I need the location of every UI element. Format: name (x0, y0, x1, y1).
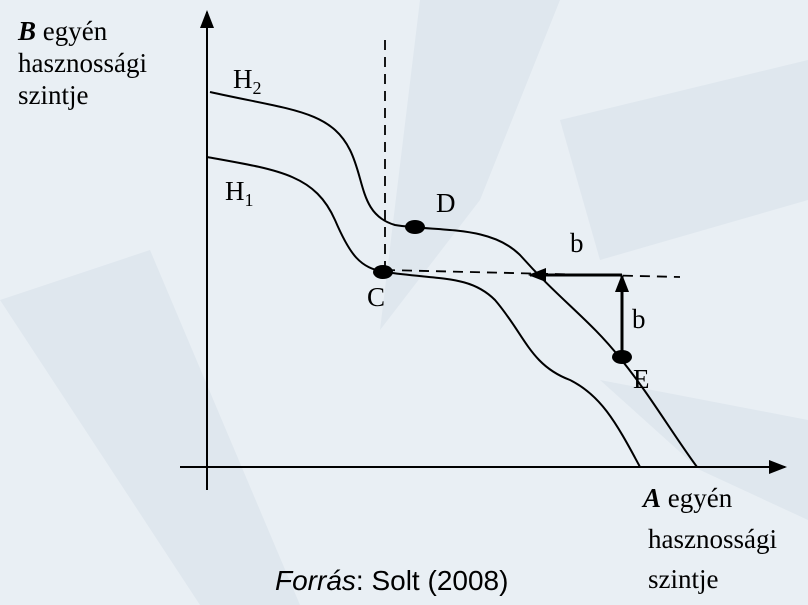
point-d (405, 220, 425, 234)
source-rest: : Solt (2008) (356, 565, 509, 596)
label-line: egyén (43, 16, 108, 46)
curve-label: H1 (225, 176, 254, 210)
arrow-label: b (570, 228, 584, 258)
label-line: egyén (668, 483, 733, 513)
variable: A (641, 483, 661, 513)
point-label: E (633, 364, 650, 394)
y-axis-label: szintje (18, 80, 88, 110)
point-e (612, 350, 632, 364)
curve-name: H (225, 176, 245, 206)
point-label: D (436, 188, 456, 218)
dashed-horizontal (384, 269, 681, 278)
curve-subscript: 1 (245, 190, 254, 210)
arrow-label: b (632, 304, 646, 334)
x-axis-label: A egyén (641, 483, 733, 513)
x-axis-label: szintje (648, 564, 718, 594)
point-label: C (367, 282, 385, 312)
y-axis-label: hasznossági (18, 48, 147, 78)
curve-label: H2 (233, 64, 262, 98)
curve-h2 (209, 91, 698, 468)
source-italic: Forrás (275, 565, 356, 596)
x-axis-label: hasznossági (648, 524, 777, 554)
curve-name: H (233, 64, 253, 94)
variable: B (17, 16, 36, 46)
source: Forrás: Solt (2008) (275, 565, 508, 596)
curve-h1 (206, 156, 641, 468)
point-c (373, 265, 393, 279)
curve-subscript: 2 (253, 78, 262, 98)
y-axis-label: B egyén (17, 16, 108, 46)
